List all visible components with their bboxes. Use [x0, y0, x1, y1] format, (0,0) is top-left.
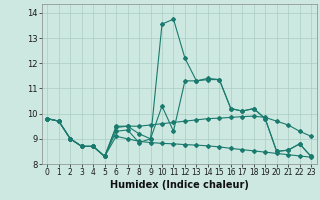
X-axis label: Humidex (Indice chaleur): Humidex (Indice chaleur)	[110, 180, 249, 190]
